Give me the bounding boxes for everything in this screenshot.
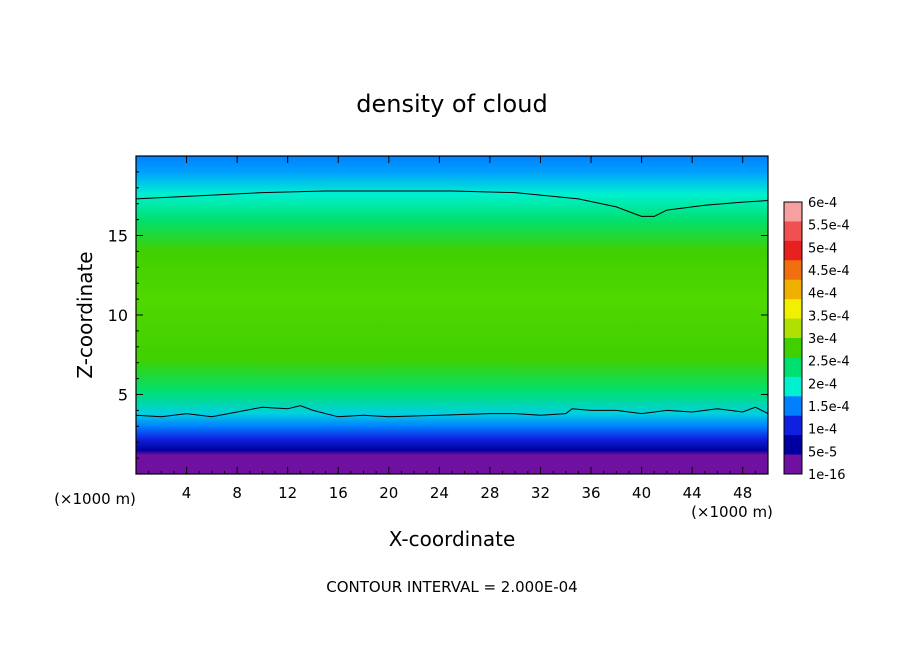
x-unit-label-left: (×1000 m) [54, 490, 136, 508]
colorbar-label-7: 2.5e-4 [808, 355, 850, 370]
colorbar-swatch-4 [784, 279, 802, 300]
colorbar-label-2: 5e-4 [808, 241, 837, 256]
y-tick-label-5: 5 [118, 386, 128, 405]
contour-interval-note: CONTOUR INTERVAL = 2.000E-04 [326, 578, 577, 596]
y-axis: 5 10 15 [108, 171, 768, 459]
colorbar-swatch-6 [784, 318, 802, 339]
colorbar-label-10: 1e-4 [808, 423, 837, 438]
colorbar-label-1: 5.5e-4 [808, 219, 850, 234]
colorbar-swatch-7 [784, 338, 802, 358]
colorbar-label-9: 1.5e-4 [808, 400, 850, 415]
x-tick-label-36: 36 [581, 484, 600, 502]
colorbar-label-5: 3.5e-4 [808, 309, 850, 324]
x-axis-label: X-coordinate [389, 527, 516, 551]
colorbar-swatch-12 [784, 435, 802, 455]
x-tick-label-20: 20 [379, 484, 398, 502]
colorbar-label-0: 6e-4 [808, 196, 837, 211]
colorbar-label-6: 3e-4 [808, 332, 837, 347]
y-axis-label: Z-coordinate [73, 251, 97, 378]
x-unit-label-right: (×1000 m) [691, 503, 773, 521]
colorbar-swatch-8 [784, 357, 802, 378]
x-tick-label-8: 8 [232, 484, 242, 502]
x-tick-label-48: 48 [733, 484, 752, 502]
plot-area [136, 156, 768, 474]
colorbar-swatch-13 [784, 454, 802, 475]
colorbar-swatch-2 [784, 240, 802, 261]
colorbar-swatch-0 [784, 202, 802, 222]
x-tick-label-40: 40 [632, 484, 651, 502]
x-tick-label-16: 16 [329, 484, 348, 502]
x-axis: 4 8 12 16 20 24 28 32 36 40 44 48 [148, 156, 756, 502]
colorbar-swatch-1 [784, 221, 802, 242]
colorbar-swatch-3 [784, 260, 802, 281]
colorbar-frame [783, 201, 803, 475]
x-tick-label-44: 44 [683, 484, 702, 502]
colorbar-label-8: 2e-4 [808, 377, 837, 392]
x-tick-label-28: 28 [480, 484, 499, 502]
colorbar-swatch-11 [784, 415, 802, 436]
colorbar: 6e-4 5.5e-4 5e-4 4.5e-4 4e-4 3.5e-4 3e-4 2.5e-4… [783, 196, 850, 483]
contour-line-lower [136, 405, 768, 418]
x-tick-label-32: 32 [531, 484, 550, 502]
colorbar-swatch-10 [784, 396, 802, 417]
colorbar-swatch-9 [784, 376, 802, 397]
y-tick-label-10: 10 [108, 306, 128, 325]
density-field [136, 156, 768, 474]
x-tick-label-12: 12 [278, 484, 297, 502]
colorbar-label-11: 5e-5 [808, 445, 837, 460]
y-tick-label-15: 15 [108, 227, 128, 246]
chart-title: density of cloud [356, 90, 547, 118]
colorbar-label-3: 4.5e-4 [808, 264, 850, 279]
colorbar-label-12: 1e-16 [808, 468, 846, 483]
colorbar-swatch-5 [784, 299, 802, 319]
colorbar-label-4: 4e-4 [808, 287, 837, 302]
contour-line-upper [136, 190, 768, 217]
x-tick-label-24: 24 [430, 484, 449, 502]
x-tick-label-4: 4 [182, 484, 192, 502]
